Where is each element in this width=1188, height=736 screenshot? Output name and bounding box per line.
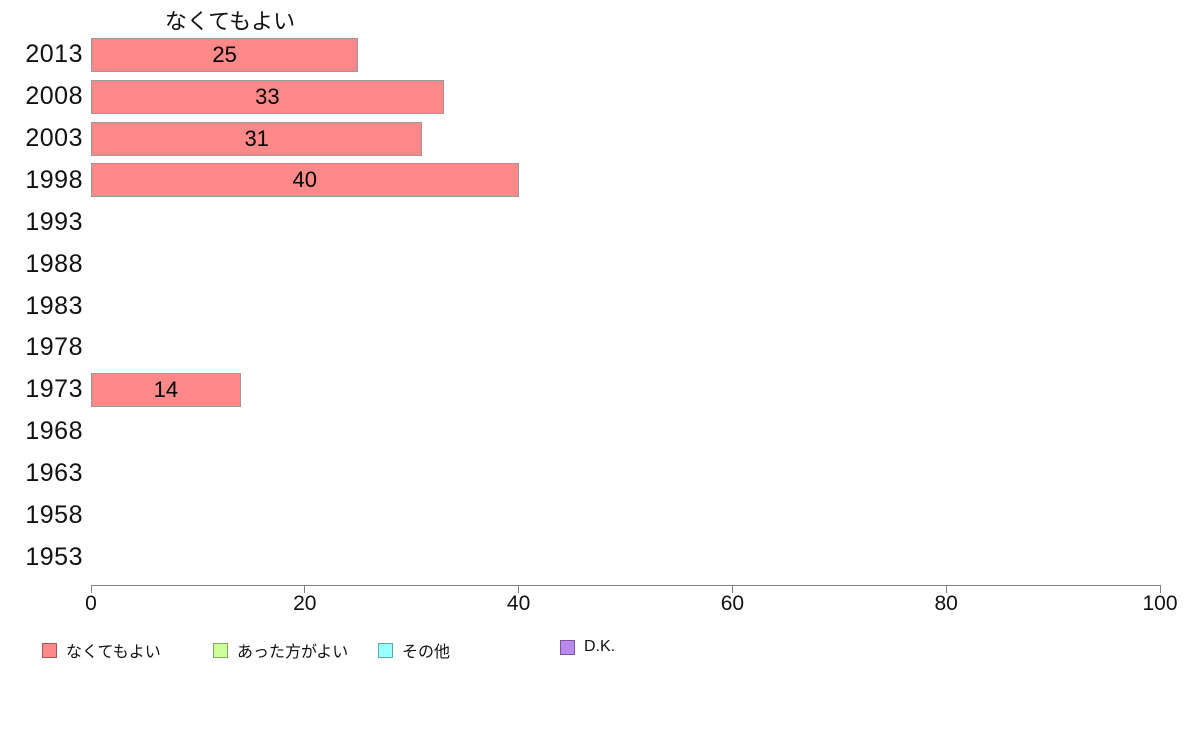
- bar: 40: [91, 163, 519, 198]
- year-label: 1988: [25, 249, 83, 278]
- legend-label: なくてもよい: [66, 644, 161, 661]
- x-axis-tick-label: 0: [85, 592, 97, 615]
- bar: 33: [91, 79, 444, 114]
- year-label: 1978: [25, 333, 83, 362]
- year-label: 2008: [25, 82, 83, 111]
- legend-item: なくてもよい: [42, 638, 161, 662]
- x-axis-tick-label: 20: [293, 592, 317, 615]
- x-axis-tick: [1159, 585, 1161, 593]
- year-label: 1963: [25, 458, 83, 487]
- bar-value-label: 33: [255, 83, 280, 109]
- chart-row: 1988: [0, 243, 1188, 285]
- legend-swatch: [378, 642, 393, 658]
- x-axis-tick: [945, 585, 947, 593]
- bar: 14: [91, 372, 241, 407]
- x-axis-line: [91, 585, 1160, 586]
- chart-row: 2013 25: [0, 34, 1188, 76]
- x-axis-tick-label: 40: [506, 592, 531, 615]
- chart-row: 1973 14: [0, 369, 1188, 411]
- x-axis-tick: [304, 585, 306, 593]
- legend-label: その他: [402, 644, 451, 661]
- chart-row: 2008 33: [0, 76, 1188, 118]
- bar-value-label: 40: [292, 167, 318, 193]
- chart-row: 1978: [0, 327, 1188, 369]
- year-label: 1973: [25, 375, 83, 404]
- legend-swatch: [42, 642, 57, 658]
- x-axis-tick-label: 80: [934, 592, 958, 615]
- x-axis-tick: [731, 585, 733, 593]
- year-label: 1953: [25, 542, 83, 571]
- legend-swatch: [560, 639, 575, 655]
- chart-row: 2003 31: [0, 118, 1188, 160]
- year-label: 1998: [25, 165, 83, 194]
- chart-row: 1953: [0, 536, 1188, 578]
- legend-swatch: [213, 642, 228, 658]
- legend-item: D.K.: [560, 638, 615, 656]
- x-axis-tick-label: 60: [720, 592, 745, 615]
- bar: 31: [91, 121, 423, 156]
- chart-row: 1958: [0, 494, 1188, 536]
- chart-row: 1993: [0, 201, 1188, 243]
- year-label: 1993: [25, 207, 83, 236]
- bar-value-label: 14: [153, 376, 179, 402]
- x-axis-tick-label: 100: [1142, 592, 1178, 615]
- year-label: 1983: [25, 291, 83, 320]
- legend-item: その他: [378, 638, 450, 662]
- year-label: 1968: [25, 417, 83, 446]
- x-axis-tick: [90, 585, 92, 593]
- year-label: 2003: [25, 124, 83, 153]
- legend-label: あった方がよい: [237, 644, 349, 661]
- chart-row: 1998 40: [0, 160, 1188, 202]
- chart-title: なくてもよい: [164, 9, 296, 34]
- chart-row: 1963: [0, 453, 1188, 495]
- x-axis-tick: [518, 585, 520, 593]
- bar-value-label: 31: [244, 125, 269, 151]
- chart-row: 1968: [0, 411, 1188, 453]
- bar-value-label: 25: [212, 41, 237, 67]
- year-label: 2013: [25, 40, 83, 69]
- chart-row: 1983: [0, 285, 1188, 327]
- legend-label: D.K.: [584, 638, 616, 655]
- year-label: 1958: [25, 500, 83, 529]
- legend: なくてもよい あった方がよい その他 D.K.: [0, 638, 1188, 662]
- bar: 25: [91, 37, 359, 72]
- legend-item: あった方がよい: [213, 638, 348, 662]
